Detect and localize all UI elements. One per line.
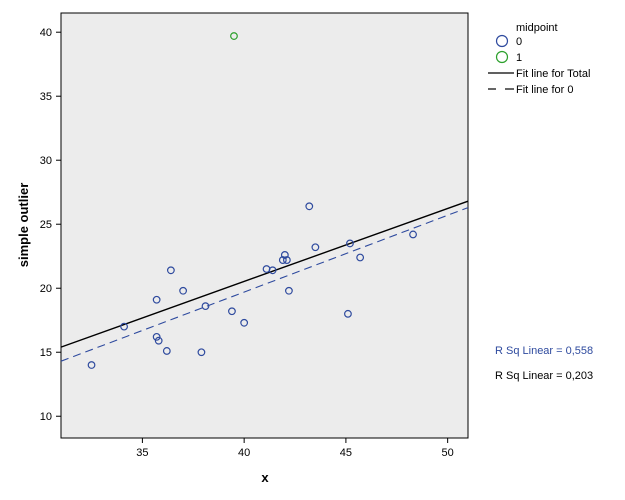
legend-label-0: 0 bbox=[516, 36, 522, 48]
fit-line-total bbox=[60, 200, 469, 348]
data-point-group-0-19 bbox=[311, 243, 320, 252]
y-tick-label-4: 30 bbox=[40, 155, 52, 167]
x-tick-label-0: 35 bbox=[136, 447, 148, 459]
y-tick-label-3: 25 bbox=[40, 219, 52, 231]
data-point-group-0-4 bbox=[154, 336, 163, 345]
x-tick-label-2: 45 bbox=[340, 447, 352, 459]
data-point-group-0-2 bbox=[152, 295, 161, 304]
x-axis-title: x bbox=[261, 470, 269, 485]
fit-lines bbox=[60, 200, 469, 362]
data-point-group-0-1 bbox=[120, 322, 128, 331]
data-point-group-0-21 bbox=[346, 239, 354, 248]
legend-marker-1 bbox=[495, 50, 509, 64]
y-tick-label-1: 15 bbox=[40, 347, 52, 359]
plot-area bbox=[60, 12, 469, 439]
legend: midpoint 0 1 Fit line for Total Fit line… bbox=[488, 22, 590, 96]
legend-label-total-fit: Fit line for Total bbox=[516, 68, 590, 80]
y-tick-label-0: 10 bbox=[40, 411, 52, 423]
data-point-group-0-11 bbox=[240, 318, 249, 327]
legend-label-1: 1 bbox=[516, 52, 522, 64]
data-point-group-0-13 bbox=[268, 266, 277, 275]
data-point-group-0-20 bbox=[344, 309, 352, 318]
r-squared-group-0: R Sq Linear = 0,558 bbox=[495, 345, 593, 357]
data-point-group-0-8 bbox=[197, 348, 206, 357]
data-point-group-1-0 bbox=[230, 32, 238, 40]
data-point-group-0-22 bbox=[356, 253, 365, 262]
data-point-group-0-5 bbox=[162, 347, 171, 355]
data-point-group-0-23 bbox=[409, 230, 417, 239]
y-tick-label-5: 35 bbox=[40, 91, 52, 103]
data-point-group-0-9 bbox=[201, 302, 210, 311]
data-point-group-0-10 bbox=[228, 307, 236, 316]
data-point-group-0-15 bbox=[280, 251, 289, 259]
y-axis: 10 15 20 25 30 35 40 bbox=[40, 27, 61, 423]
data-point-group-0-7 bbox=[179, 286, 188, 295]
data-point-group-0-3 bbox=[152, 332, 161, 341]
data-point-group-0-0 bbox=[87, 361, 96, 369]
data-point-group-0-14 bbox=[278, 256, 287, 264]
x-tick-label-3: 50 bbox=[442, 447, 454, 459]
x-tick-label-1: 40 bbox=[238, 447, 250, 459]
r-squared-total: R Sq Linear = 0,203 bbox=[495, 370, 593, 382]
legend-label-fit0: Fit line for 0 bbox=[516, 84, 573, 96]
plot-background bbox=[60, 12, 469, 439]
fit-line-group-0 bbox=[60, 207, 469, 362]
data-points bbox=[87, 32, 417, 369]
data-point-group-0-6 bbox=[166, 266, 175, 275]
x-axis: 35 40 45 50 bbox=[136, 438, 454, 459]
legend-title: midpoint bbox=[516, 22, 558, 34]
data-point-group-0-16 bbox=[282, 256, 291, 264]
y-tick-label-2: 20 bbox=[40, 283, 52, 295]
y-tick-label-6: 40 bbox=[40, 27, 52, 39]
y-axis-title: simple outlier bbox=[16, 183, 31, 268]
data-point-group-0-18 bbox=[305, 202, 314, 211]
legend-marker-0 bbox=[495, 34, 509, 48]
data-point-group-0-17 bbox=[285, 286, 293, 295]
